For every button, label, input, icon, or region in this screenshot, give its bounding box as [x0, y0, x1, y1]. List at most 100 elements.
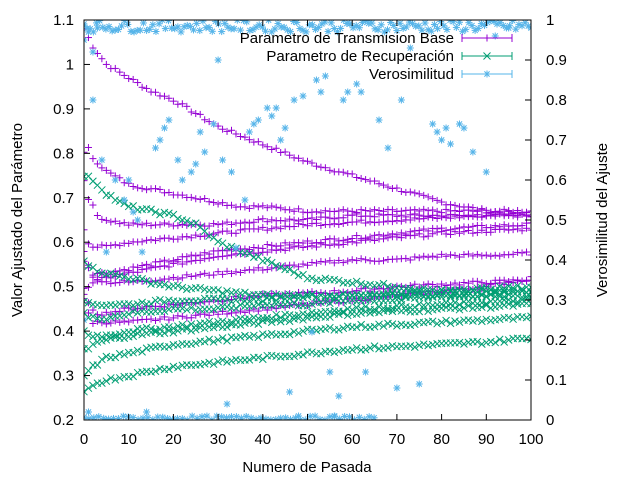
- series-0-point: [447, 230, 455, 238]
- series-0-point: [357, 255, 365, 263]
- series-1-point: [174, 214, 182, 223]
- series-0-point: [219, 220, 227, 228]
- series-0-point: [469, 212, 477, 220]
- series-1-point: [491, 289, 500, 297]
- y2-tick-label: 0.1: [546, 372, 567, 389]
- series-0-point: [236, 268, 244, 276]
- series-0-point: [478, 279, 486, 287]
- y2-tick-label: 0.9: [546, 52, 567, 69]
- series-2-point: [317, 88, 325, 96]
- series-2-point: [512, 25, 520, 33]
- series-0-point: [304, 215, 311, 223]
- series-0-point: [304, 261, 311, 269]
- series-0-point: [371, 237, 379, 245]
- series-1-point: [428, 317, 437, 326]
- series-0-point: [174, 222, 182, 230]
- series-0-point: [143, 84, 151, 92]
- series-2-point: [286, 388, 294, 396]
- series-2-point: [302, 28, 310, 36]
- series-2-point: [418, 26, 426, 34]
- series-1-point: [160, 280, 169, 289]
- series-1-point: [267, 329, 276, 338]
- series-0-point: [120, 317, 128, 325]
- series-2-point: [272, 415, 280, 420]
- series-0-point: [496, 252, 504, 260]
- series-1-point: [406, 321, 415, 330]
- series-0-point: [290, 222, 298, 230]
- series-2-point: [102, 248, 110, 256]
- series-0-point: [308, 242, 316, 250]
- series-1-point: [522, 313, 531, 322]
- series-0-point: [281, 239, 289, 247]
- series-1-point: [84, 262, 93, 270]
- series-0-point: [286, 244, 294, 252]
- series-2-point: [353, 80, 361, 88]
- series-0-point: [174, 235, 182, 243]
- series-2-point: [321, 72, 329, 80]
- series-0-point: [223, 310, 231, 318]
- series-0-point: [348, 256, 356, 264]
- series-2-point: [430, 21, 438, 29]
- y2-tick-label: 0.5: [546, 212, 567, 229]
- y2-axis-label: Verosimilitud del Ajuste: [594, 143, 611, 297]
- series-2-point: [330, 412, 338, 420]
- series-1-point: [375, 308, 383, 317]
- series-0-point: [111, 317, 119, 325]
- series-1-point: [227, 297, 236, 306]
- series-1-point: [147, 299, 155, 308]
- series-0-point: [411, 214, 419, 222]
- series-2-point: [437, 20, 445, 26]
- series-0-point: [469, 229, 477, 237]
- series-0-point: [509, 250, 517, 258]
- series-0-point: [138, 266, 146, 274]
- series-1-point: [317, 291, 325, 300]
- series-0-point: [84, 283, 92, 291]
- series-2-point: [360, 415, 368, 420]
- series-0-point: [210, 220, 218, 228]
- series-0-point: [527, 219, 531, 227]
- series-1-point: [160, 329, 169, 337]
- series-0-point: [335, 220, 343, 228]
- series-1-point: [209, 360, 218, 369]
- series-0-point: [178, 100, 186, 108]
- series-0-point: [317, 240, 325, 248]
- series-1-point: [187, 327, 196, 335]
- series-0-point: [98, 311, 106, 319]
- series-0-point: [353, 210, 361, 218]
- series-0-point: [460, 251, 468, 259]
- series-1-point: [477, 340, 486, 348]
- series-1-point: [446, 293, 455, 302]
- series-2-point: [482, 168, 490, 176]
- series-1-point: [196, 323, 205, 332]
- series-1-point: [451, 304, 459, 312]
- series-2-point: [152, 144, 160, 152]
- y-tick-label: 1.1: [53, 12, 74, 29]
- series-1-point: [241, 331, 249, 340]
- series-0-point: [241, 203, 249, 211]
- series-0-point: [277, 204, 285, 212]
- plot-marks: [84, 20, 531, 420]
- series-0-point: [362, 256, 370, 264]
- series-0-point: [214, 247, 222, 255]
- series-1-point: [415, 341, 424, 350]
- series-1-point: [348, 345, 357, 354]
- series-1-point: [401, 306, 410, 315]
- series-1-point: [84, 387, 88, 396]
- series-0-point: [478, 213, 486, 221]
- series-1-point: [352, 323, 361, 332]
- series-1-point: [165, 296, 173, 305]
- series-0-point: [304, 243, 311, 251]
- series-0-point: [429, 252, 437, 260]
- series-0-point: [84, 226, 88, 234]
- series-0-point: [379, 218, 387, 226]
- series-2-point: [277, 136, 285, 144]
- series-0-point: [277, 245, 285, 253]
- series-2-point: [84, 316, 88, 324]
- series-2-point: [146, 25, 154, 33]
- series-1-point: [182, 324, 191, 333]
- series-0-point: [478, 252, 486, 260]
- series-0-point: [371, 177, 379, 185]
- series-0-point: [192, 195, 200, 203]
- series-0-point: [460, 228, 468, 236]
- series-1-point: [285, 317, 294, 326]
